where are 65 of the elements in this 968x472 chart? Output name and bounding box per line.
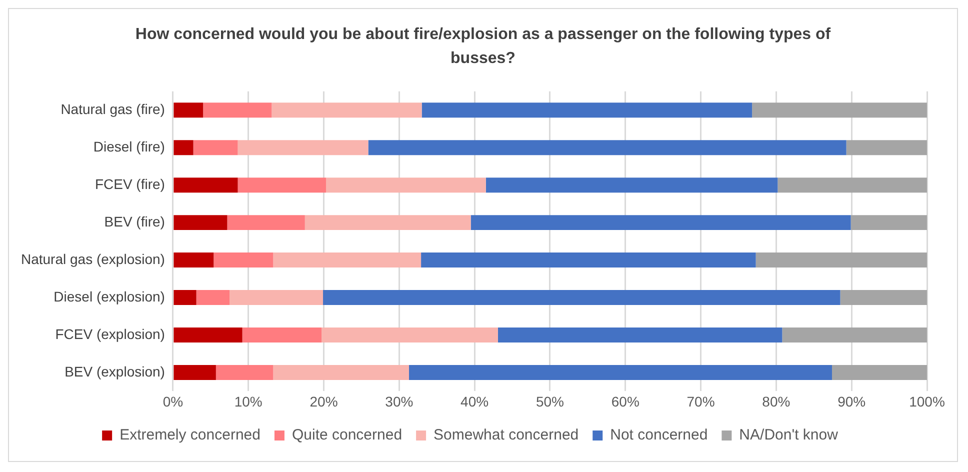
bar [756, 252, 927, 268]
bar [778, 178, 927, 193]
bar [196, 290, 230, 306]
legend-label: Quite concerned [292, 426, 402, 444]
x-tick-label: 40% [460, 393, 489, 410]
bar [174, 290, 196, 306]
bar [272, 102, 422, 118]
bar [832, 364, 927, 380]
bar [174, 215, 228, 230]
bar [238, 178, 326, 193]
bar [304, 215, 471, 230]
bar [840, 290, 927, 306]
bar [421, 252, 756, 268]
bar [174, 140, 194, 156]
bar [850, 215, 927, 230]
bar [227, 215, 305, 230]
bar [323, 290, 840, 306]
x-tick-label: 10% [234, 393, 262, 410]
bar [846, 140, 927, 156]
chart-title: How concerned would you be about fire/explosion as a passenger on the following types of busses? [134, 25, 832, 69]
bar [214, 252, 274, 268]
bar [498, 327, 782, 342]
bar [174, 102, 204, 118]
y-tick-label: Diesel (fire) [93, 138, 165, 154]
x-tick-label: 70% [686, 393, 715, 410]
bar [174, 327, 242, 342]
bar [408, 364, 832, 380]
bar [782, 327, 927, 342]
bar [242, 327, 322, 342]
legend-label: NA/Don't know [739, 426, 838, 444]
x-tick-label: 90% [838, 393, 866, 410]
bar [326, 178, 486, 193]
y-tick-label: FCEV (fire) [94, 176, 165, 192]
x-tick-label: 80% [762, 393, 790, 410]
x-tick-label: 30% [385, 393, 414, 410]
bar [238, 140, 368, 156]
y-tick-label: Diesel (explosion) [54, 288, 165, 304]
legend-label: Extremely concerned [120, 426, 260, 444]
bar [322, 327, 498, 342]
bar [368, 140, 846, 156]
bar [174, 364, 216, 380]
x-tick-label: 60% [611, 393, 640, 410]
bar [193, 140, 238, 156]
x-tick-label: 50% [536, 393, 564, 410]
bar [216, 364, 274, 380]
bar [422, 102, 752, 118]
x-tick-label: 20% [310, 393, 338, 410]
bar [203, 102, 272, 118]
bar [273, 252, 422, 268]
y-tick-label: BEV (fire) [104, 213, 165, 230]
x-tick-label: 0% [162, 393, 184, 410]
x-tick-label: 100% [909, 393, 945, 410]
legend-label: Somewhat concerned [434, 426, 579, 444]
y-tick-label: Natural gas (explosion) [20, 250, 165, 267]
bar [174, 178, 238, 193]
bar [752, 102, 927, 118]
bar [230, 290, 324, 306]
y-tick-label: Natural gas (fire) [60, 100, 165, 117]
bar [174, 252, 214, 268]
bar [486, 178, 778, 193]
bar [470, 215, 851, 230]
y-tick-label: BEV (explosion) [64, 363, 165, 380]
bar [273, 364, 409, 380]
legend-label: Not concerned [610, 426, 708, 444]
y-tick-label: FCEV (explosion) [55, 326, 165, 342]
